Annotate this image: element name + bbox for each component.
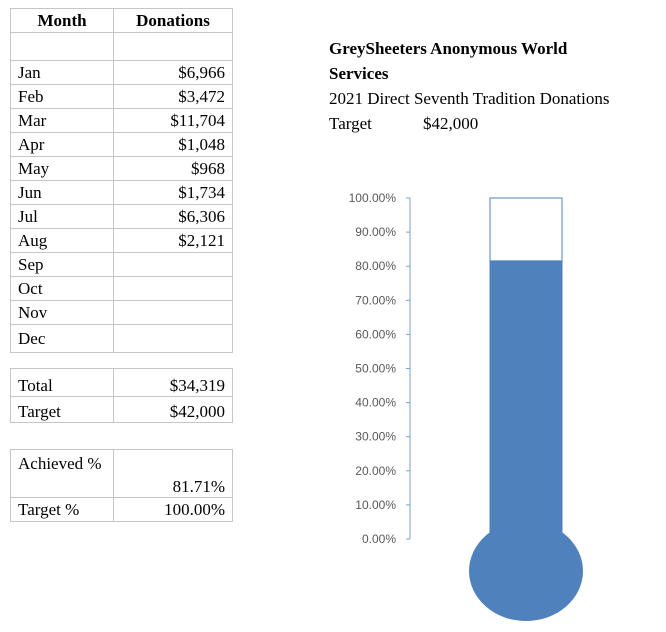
target-pct-value: 100.00% bbox=[113, 497, 233, 522]
achieved-row: Achieved % 81.71% bbox=[10, 449, 233, 498]
achievement-table: Achieved % 81.71% Target % 100.00% bbox=[10, 449, 233, 522]
donation-cell: $2,121 bbox=[113, 228, 233, 253]
table-row: May $968 bbox=[10, 156, 233, 181]
y-tick-label: 30.00% bbox=[355, 430, 396, 444]
y-tick-label: 60.00% bbox=[355, 327, 396, 341]
donation-cell bbox=[113, 300, 233, 325]
table-row: Nov bbox=[10, 300, 233, 325]
donations-table: Month Donations Jan $6,966 Feb $3,472 Mar $… bbox=[10, 8, 233, 353]
table-row: Jul $6,306 bbox=[10, 204, 233, 229]
info-target-label: Target bbox=[329, 114, 372, 133]
info-target-value: $42,000 bbox=[423, 114, 479, 133]
y-tick-label: 80.00% bbox=[355, 259, 396, 273]
donation-cell: $6,966 bbox=[113, 60, 233, 85]
target-label: Target bbox=[10, 396, 114, 423]
summary-table: Total $34,319 Target $42,000 bbox=[10, 368, 233, 423]
y-tick-label: 0.00% bbox=[362, 532, 396, 546]
month-cell: Jul bbox=[10, 204, 114, 229]
target-pct-row: Target % 100.00% bbox=[10, 497, 233, 522]
month-cell: Apr bbox=[10, 132, 114, 157]
target-pct-label: Target % bbox=[10, 497, 114, 522]
y-tick-label: 50.00% bbox=[355, 362, 396, 376]
target-line: Target $42,000 bbox=[329, 111, 609, 136]
y-tick-label: 90.00% bbox=[355, 225, 396, 239]
total-label: Total bbox=[10, 368, 114, 397]
donation-cell bbox=[113, 276, 233, 301]
month-cell: Feb bbox=[10, 84, 114, 109]
donation-cell: $968 bbox=[113, 156, 233, 181]
thermometer-bulb bbox=[469, 521, 583, 621]
y-tick-label: 40.00% bbox=[355, 396, 396, 410]
org-name-line1: GreySheeters Anonymous World bbox=[329, 39, 568, 58]
achieved-value: 81.71% bbox=[113, 449, 233, 498]
month-cell: Aug bbox=[10, 228, 114, 253]
donation-cell: $6,306 bbox=[113, 204, 233, 229]
info-block: GreySheeters Anonymous World Services 20… bbox=[329, 36, 609, 136]
donations-header: Donations bbox=[113, 8, 233, 33]
y-tick-label: 20.00% bbox=[355, 464, 396, 478]
target-value: $42,000 bbox=[113, 396, 233, 423]
table-row: Apr $1,048 bbox=[10, 132, 233, 157]
table-row: Aug $2,121 bbox=[10, 228, 233, 253]
month-cell: Sep bbox=[10, 252, 114, 277]
table-row: Feb $3,472 bbox=[10, 84, 233, 109]
table-row: Jan $6,966 bbox=[10, 60, 233, 85]
y-tick-label: 100.00% bbox=[349, 191, 397, 205]
donation-cell: $3,472 bbox=[113, 84, 233, 109]
month-header: Month bbox=[10, 8, 114, 33]
month-cell: Nov bbox=[10, 300, 114, 325]
donation-cell: $1,734 bbox=[113, 180, 233, 205]
achieved-label: Achieved % bbox=[10, 449, 114, 498]
achieved-bar bbox=[490, 260, 562, 539]
table-row: Dec bbox=[10, 324, 233, 353]
month-cell: Jun bbox=[10, 180, 114, 205]
org-name-line2: Services bbox=[329, 64, 389, 83]
target-row: Target $42,000 bbox=[10, 396, 233, 423]
table-row: Oct bbox=[10, 276, 233, 301]
donation-cell: $1,048 bbox=[113, 132, 233, 157]
donation-cell bbox=[113, 252, 233, 277]
thermometer-chart: 0.00% 10.00% 20.00% 30.00% 40.00% 50.00% 60.00… bbox=[349, 191, 583, 621]
table-row: Jun $1,734 bbox=[10, 180, 233, 205]
total-value: $34,319 bbox=[113, 368, 233, 397]
month-cell: Dec bbox=[10, 324, 114, 353]
month-cell: May bbox=[10, 156, 114, 181]
blank-row bbox=[10, 32, 233, 61]
month-cell: Oct bbox=[10, 276, 114, 301]
total-row: Total $34,319 bbox=[10, 368, 233, 397]
table-row: Sep bbox=[10, 252, 233, 277]
donation-cell bbox=[113, 324, 233, 353]
y-tick-label: 70.00% bbox=[355, 293, 396, 307]
subtitle: 2021 Direct Seventh Tradition Donations bbox=[329, 89, 610, 108]
month-cell: Jan bbox=[10, 60, 114, 85]
donation-cell: $11,704 bbox=[113, 108, 233, 133]
y-tick-label: 10.00% bbox=[355, 498, 396, 512]
month-cell: Mar bbox=[10, 108, 114, 133]
table-row: Mar $11,704 bbox=[10, 108, 233, 133]
